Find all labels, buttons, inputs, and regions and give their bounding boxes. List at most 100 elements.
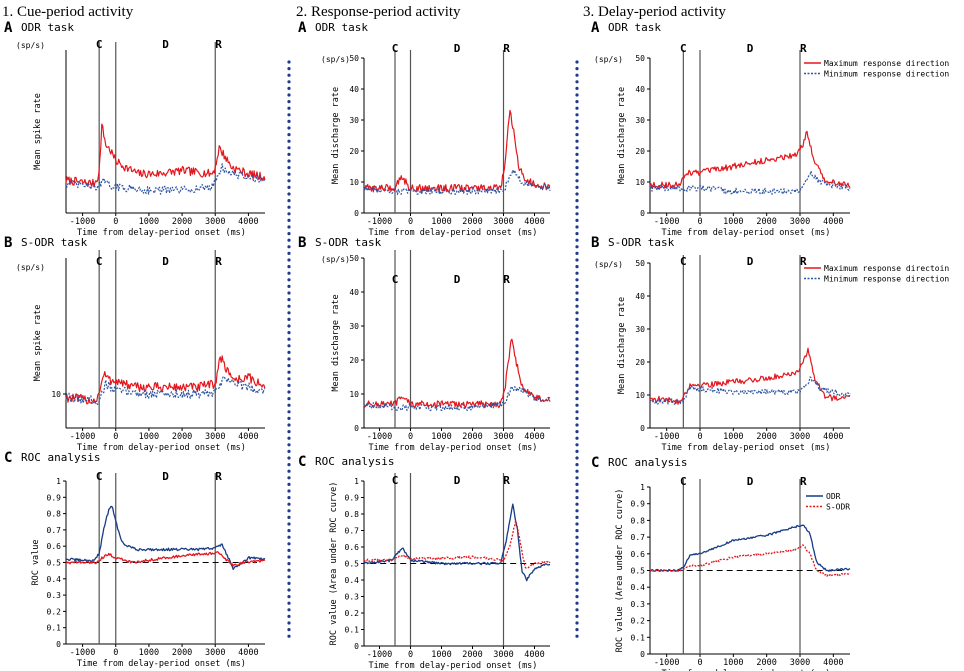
separator-dot [287, 575, 291, 579]
separator-dot [575, 515, 579, 520]
panel-letter: C [298, 454, 306, 470]
separator-dot [287, 284, 291, 288]
epoch-label-c: C [96, 255, 103, 268]
separator-dot [575, 344, 579, 348]
separator-dot [287, 469, 291, 473]
separator-dot [575, 350, 579, 354]
chart-c2c: C ROC analysis C D R -1000 0 1000 2000 3000 4000 0 0… [298, 454, 551, 671]
separator-dot [575, 443, 579, 447]
separator-dot [287, 152, 291, 156]
y-tick-label: 10 [349, 390, 359, 399]
chart-c1a: A ODR task (sp/s) C D R -1000 0 1000 2000 3000 4000… [4, 20, 266, 238]
y-tick-label: 50 [635, 259, 645, 268]
separator-dot [575, 133, 579, 137]
separator-dot [575, 337, 579, 341]
x-tick-label: 1000 [431, 432, 451, 442]
y-tick-label: 0.8 [47, 510, 62, 519]
separator-dot [575, 529, 579, 533]
x-axis-label: Time from delay-period onset (ms) [77, 443, 246, 453]
separator-dot [287, 126, 291, 130]
x-tick-label: 1000 [139, 217, 159, 227]
separator-dot [287, 476, 291, 480]
x-tick-label: 0 [113, 432, 118, 442]
separator-dot [575, 535, 579, 539]
separator-dot [575, 364, 579, 368]
y-axis-label: ROC value (Area under ROC curve) [615, 489, 625, 653]
separator-dot [287, 119, 291, 123]
separator-dot [575, 159, 579, 163]
separator-dot [575, 370, 579, 374]
y-tick-label: 30 [635, 325, 645, 334]
x-tick-label: 2000 [172, 648, 192, 658]
separator-dot [575, 192, 579, 196]
separator-dot [575, 166, 579, 170]
epoch-label-c: C [392, 42, 399, 55]
epoch-label-d: D [747, 42, 754, 55]
y-tick-label: 0.2 [345, 609, 360, 618]
epoch-label-d: D [162, 255, 169, 268]
y-tick-label: 20 [349, 356, 359, 365]
separator-dot [287, 251, 291, 255]
epoch-label-c: C [96, 38, 103, 51]
separator-dot [287, 377, 291, 381]
epoch-label-r: R [800, 475, 807, 488]
x-tick-label: 3000 [790, 217, 810, 227]
y-tick-label: 0.5 [47, 559, 62, 568]
y-tick-label: 40 [349, 288, 359, 297]
separator-dot [287, 179, 291, 183]
y-tick-label: 0.6 [345, 543, 360, 552]
separator-dot [287, 456, 291, 460]
series-line [65, 551, 266, 567]
separator-dot [287, 291, 291, 295]
separator-dot [287, 496, 291, 500]
separator-dot [575, 100, 579, 104]
separator-dot [287, 601, 291, 605]
separator-dot [287, 166, 291, 170]
separator-dot [575, 522, 579, 526]
separator-dot [287, 416, 291, 420]
separator-dot [287, 86, 291, 90]
epoch-label-d: D [454, 273, 461, 286]
y-tick-label: 0 [354, 642, 359, 651]
separator-dot [575, 86, 579, 90]
separator-dot [287, 634, 291, 638]
separator-dot [575, 496, 579, 500]
x-axis-label: Time from delay-period onset (ms) [369, 661, 538, 671]
separator-dot [287, 192, 291, 196]
x-tick-label: 1000 [139, 648, 159, 658]
separator-dot [287, 278, 291, 282]
legend-label: ODR [826, 492, 841, 501]
separator-dot [575, 403, 579, 407]
separator-dot [287, 522, 291, 526]
separator-dot [575, 284, 579, 288]
chart-c2b: B S-ODR task (sp/s) C D R -1000 0 1000 2000 3000 40… [298, 235, 551, 453]
separator-dot [287, 628, 291, 632]
series-line [649, 544, 851, 577]
x-tick-label: 4000 [823, 432, 843, 442]
epoch-label-c: C [680, 42, 687, 55]
separator-dot [575, 232, 579, 236]
y-tick-label: 1 [640, 483, 645, 492]
separator-dot [575, 60, 579, 64]
panel-letter: B [298, 235, 306, 251]
separator-dot [575, 436, 579, 440]
y-tick-label: 0 [640, 424, 645, 433]
separator-dot [287, 199, 291, 203]
separator-dot [575, 67, 579, 71]
series-line [649, 170, 851, 195]
separator-dot [287, 139, 291, 143]
separator-dot [575, 225, 579, 229]
x-tick-label: 2000 [462, 217, 482, 227]
separator-dot [287, 423, 291, 427]
x-tick-label: -1000 [70, 648, 96, 658]
separator-dot [575, 317, 579, 321]
y-tick-label: 0.1 [631, 633, 646, 642]
separator-dot [287, 172, 291, 176]
x-axis-label: Time from delay-period onset (ms) [369, 443, 538, 453]
epoch-label-c: C [680, 475, 687, 488]
y-tick-label: 0 [640, 650, 645, 659]
x-tick-label: 1000 [723, 217, 743, 227]
separator-dot [575, 476, 579, 480]
x-tick-label: 2000 [462, 650, 482, 660]
column-title-response: 2. Response-period activity [296, 4, 461, 20]
